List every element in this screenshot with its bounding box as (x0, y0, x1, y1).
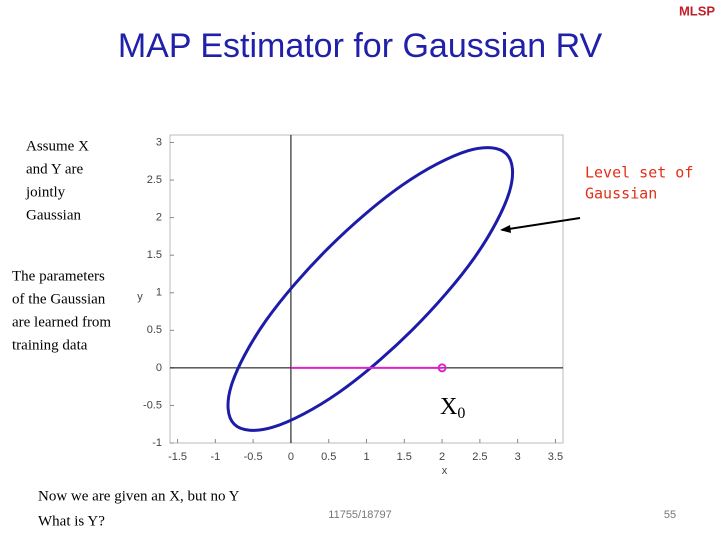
x-tick-label: 0 (288, 451, 294, 463)
y-tick-label: 1 (156, 287, 162, 299)
point-marker (437, 363, 447, 373)
note-line: are learned from (12, 314, 111, 330)
y-axis-label: y (137, 291, 143, 303)
y-tick-label: 0.5 (147, 324, 162, 336)
x-tick-label: 3.5 (548, 451, 563, 463)
callout-line: Gaussian (585, 185, 657, 203)
y-tick-label: 1.5 (147, 249, 162, 261)
x-tick-label: 1.5 (397, 451, 412, 463)
footer: 11755/18797 (328, 509, 391, 521)
note-line: Assume X (26, 138, 89, 154)
slide-title: MAP Estimator for Gaussian RV (118, 27, 603, 65)
x-tick-label: -1 (210, 451, 220, 463)
y-tick-label: 3 (156, 136, 162, 148)
y-tick-label: 2 (156, 212, 162, 224)
x-tick-label: -0.5 (244, 451, 263, 463)
x-tick-label: 0.5 (321, 451, 336, 463)
annotation-main: X (440, 394, 457, 420)
y-tick-label: 0 (156, 362, 162, 374)
annotation: X0 (440, 394, 465, 422)
page-number: 55 (664, 509, 676, 521)
x-tick-label: 1 (363, 451, 369, 463)
y-tick-label: -1 (152, 437, 162, 449)
arrow-head (500, 225, 511, 233)
y-tick-label: 2.5 (147, 174, 162, 186)
x-tick-label: -1.5 (168, 451, 187, 463)
callout-arrow (501, 217, 581, 231)
note-line: of the Gaussian (12, 291, 106, 307)
callout-line: Level set of (585, 164, 693, 182)
note-line: Gaussian (26, 207, 81, 223)
x-tick-label: 2.5 (472, 451, 487, 463)
y-tick-label: -0.5 (143, 399, 162, 411)
note-line: training data (12, 337, 88, 353)
note-line: and Y are (26, 161, 84, 177)
question-line: What is Y? (38, 513, 105, 529)
annotation-subscript: 0 (457, 405, 465, 422)
x-axis-label: x (442, 465, 448, 477)
x-tick-label: 3 (515, 451, 521, 463)
x-tick-label: 2 (439, 451, 445, 463)
question-line: Now we are given an X, but no Y (38, 488, 240, 504)
series-line (226, 146, 515, 432)
note-line: jointly (25, 184, 66, 200)
logo: MLSP (679, 3, 715, 18)
note-line: The parameters (12, 268, 105, 284)
